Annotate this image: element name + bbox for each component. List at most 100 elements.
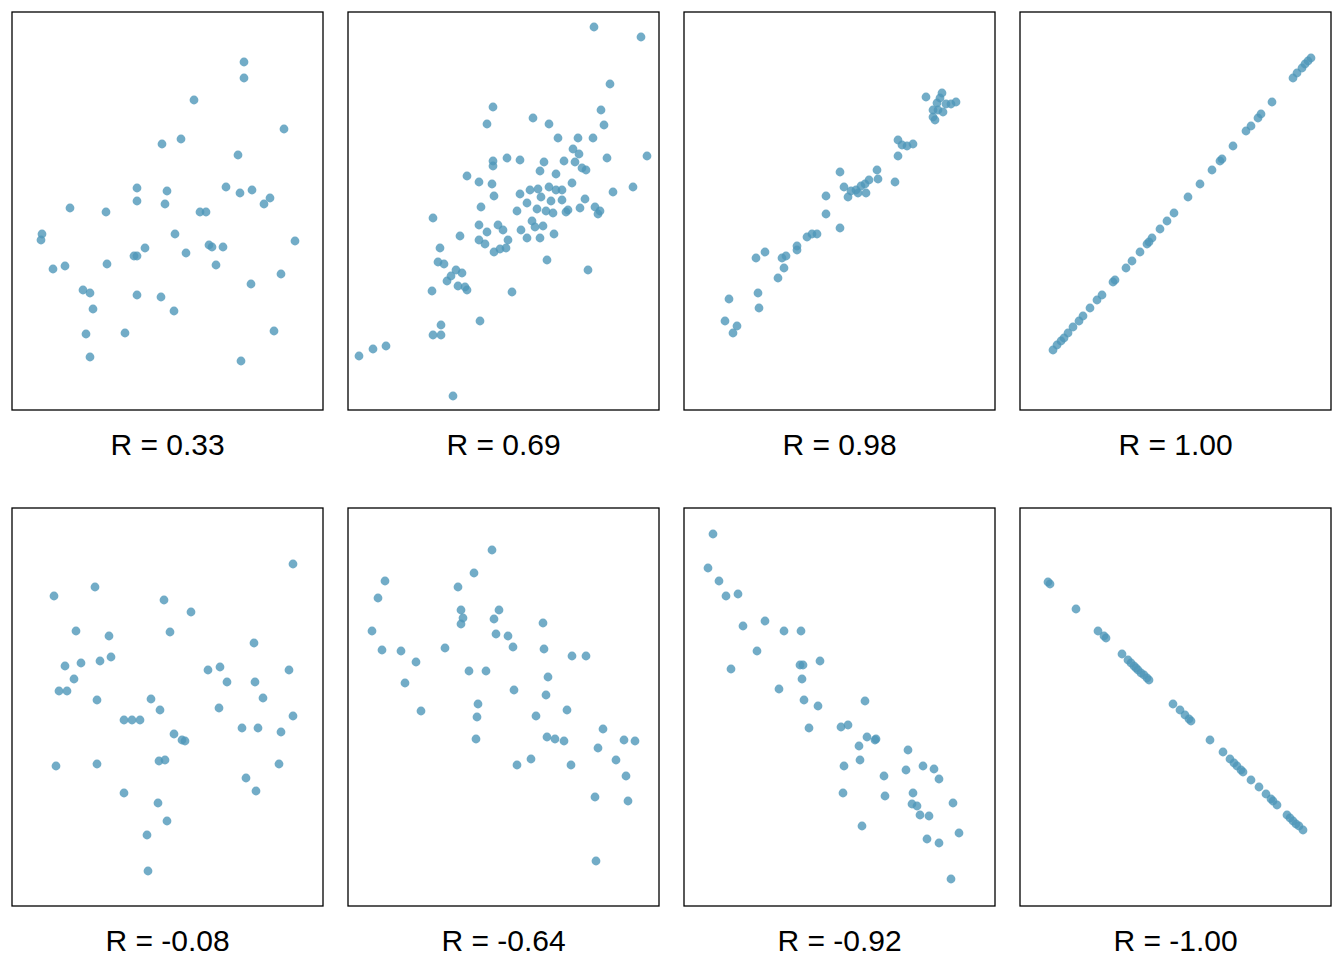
point <box>449 392 458 401</box>
point <box>931 116 940 125</box>
plot-frame <box>684 12 995 410</box>
point <box>902 766 911 775</box>
point <box>913 802 922 811</box>
point <box>1169 700 1178 709</box>
panel-label: R = 0.69 <box>446 428 560 461</box>
point <box>177 135 186 144</box>
point <box>536 234 545 243</box>
point <box>1111 276 1120 285</box>
panel-label: R = -0.92 <box>777 924 901 957</box>
point <box>236 189 245 198</box>
plot-frame <box>12 508 323 906</box>
point <box>266 194 275 203</box>
point <box>560 737 569 746</box>
panel-label: R = -1.00 <box>1113 924 1237 957</box>
point <box>133 197 142 206</box>
point <box>1247 122 1256 131</box>
point <box>472 735 481 744</box>
point <box>814 702 823 711</box>
point <box>880 772 889 781</box>
point <box>215 704 224 713</box>
point <box>1122 264 1131 273</box>
point <box>925 812 934 821</box>
point <box>563 706 572 715</box>
point <box>1170 209 1179 218</box>
point <box>70 675 79 684</box>
point <box>923 835 932 844</box>
point <box>242 774 251 783</box>
point <box>734 590 743 599</box>
point <box>874 175 883 184</box>
point <box>590 23 599 32</box>
point <box>861 697 870 706</box>
panel: R = -0.08 <box>12 508 323 957</box>
point <box>554 134 563 143</box>
point <box>1229 142 1238 151</box>
point <box>495 606 504 615</box>
chart-grid: R = 0.33R = 0.69R = 0.98R = 1.00R = -0.0… <box>0 0 1344 960</box>
point <box>463 172 472 181</box>
point <box>248 186 257 195</box>
point <box>160 596 169 605</box>
point <box>1187 717 1196 726</box>
point <box>52 762 61 771</box>
point <box>574 134 583 143</box>
point <box>1257 110 1266 119</box>
point <box>513 761 522 770</box>
point <box>1273 801 1282 810</box>
point <box>612 756 621 765</box>
point <box>622 772 631 781</box>
point <box>752 254 761 263</box>
points <box>368 546 640 866</box>
point <box>289 560 298 569</box>
point <box>50 592 59 601</box>
point <box>816 657 825 666</box>
point <box>489 162 498 171</box>
plot-frame <box>348 508 659 906</box>
point <box>250 639 259 648</box>
point <box>368 627 377 636</box>
point <box>597 106 606 115</box>
point <box>537 193 546 202</box>
point <box>754 289 763 298</box>
point <box>504 632 513 641</box>
point <box>238 724 247 733</box>
point <box>536 167 545 176</box>
point <box>49 265 58 274</box>
point <box>513 207 522 216</box>
panel-label: R = 0.98 <box>782 428 896 461</box>
point <box>1219 748 1228 757</box>
panel-label: R = 1.00 <box>1118 428 1232 461</box>
point <box>219 243 228 252</box>
point <box>780 264 789 273</box>
point <box>722 592 731 601</box>
point <box>1247 776 1256 785</box>
point <box>166 628 175 637</box>
point <box>143 831 152 840</box>
point <box>529 114 538 123</box>
point <box>1145 676 1154 685</box>
point <box>509 643 518 652</box>
point <box>504 236 513 245</box>
point <box>158 140 167 149</box>
point <box>805 724 814 733</box>
point <box>508 288 517 297</box>
point <box>374 594 383 603</box>
point <box>93 760 102 769</box>
point <box>289 712 298 721</box>
point <box>38 230 47 239</box>
point <box>141 244 150 253</box>
point <box>234 151 243 160</box>
point <box>584 266 593 275</box>
points <box>355 23 652 401</box>
points <box>50 560 298 876</box>
point <box>86 353 95 362</box>
point <box>629 183 638 192</box>
points <box>704 530 964 884</box>
point <box>222 183 231 192</box>
point <box>382 342 391 351</box>
point <box>223 678 232 687</box>
point <box>774 274 783 283</box>
point <box>136 716 145 725</box>
point <box>240 58 249 67</box>
